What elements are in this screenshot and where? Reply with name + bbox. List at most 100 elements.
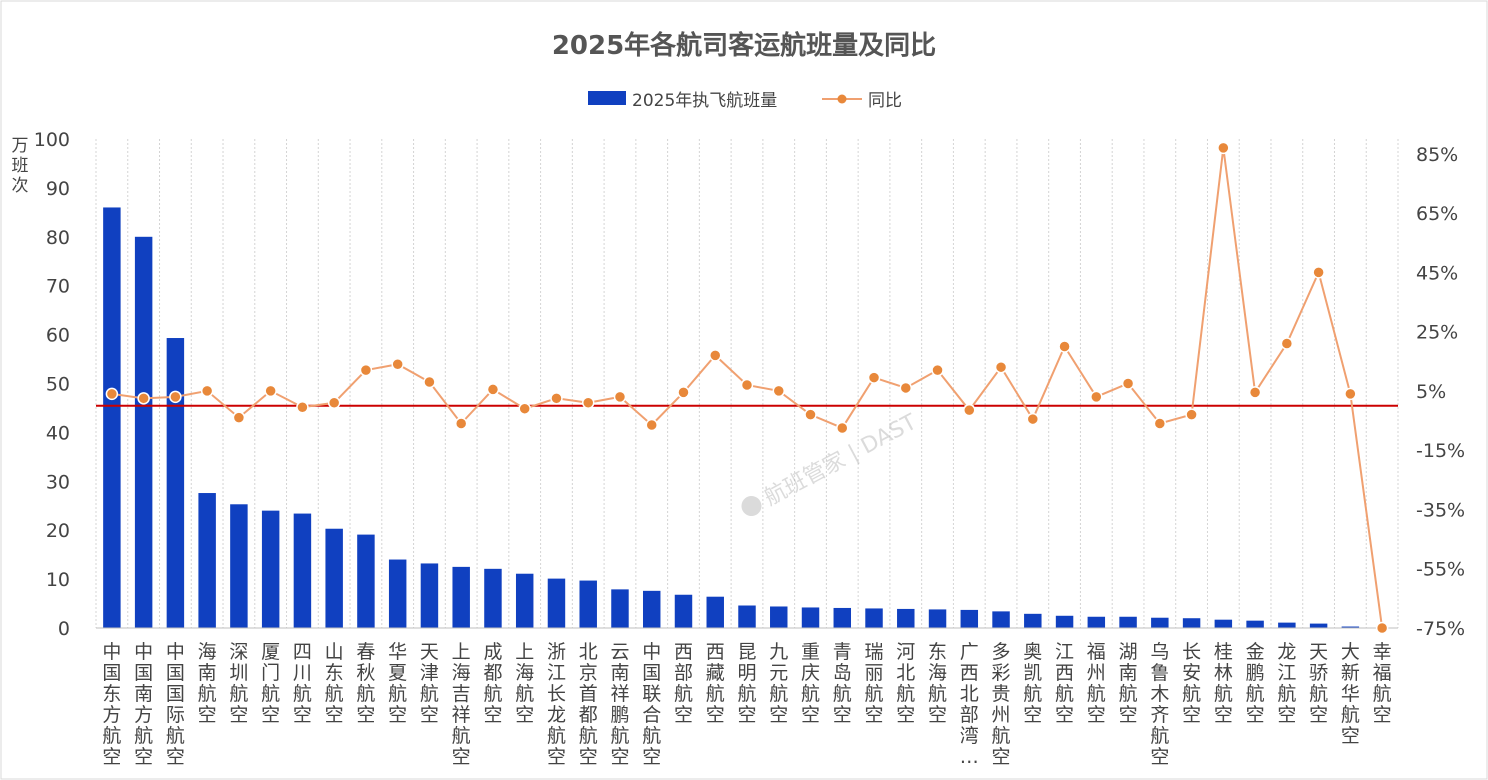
x-tick-label-char: 海 <box>928 662 947 684</box>
x-tick-label-char: 津 <box>420 662 439 684</box>
yoy-marker <box>994 360 1008 374</box>
yoy-marker <box>1121 377 1135 390</box>
x-tick-label-char: 东 <box>325 662 344 684</box>
bar <box>1214 619 1233 628</box>
x-tick-label-char: 江 <box>547 662 566 684</box>
x-tick-label-char: 航 <box>102 725 121 747</box>
x-tick-label-char: 航 <box>1341 704 1360 726</box>
x-tick-label-char: 山 <box>325 641 344 663</box>
x-tick-label-char: 都 <box>579 704 598 726</box>
bar <box>865 608 883 628</box>
x-tick-label-char: 航 <box>166 725 185 747</box>
x-tick-label-char: 空 <box>388 704 407 726</box>
x-tick-label-char: 航 <box>452 725 471 747</box>
x-tick-label: 奥凯航空 <box>1023 641 1042 726</box>
x-tick-label-char: 州 <box>992 704 1011 726</box>
x-tick-label-char: 空 <box>102 746 121 768</box>
yoy-marker <box>486 383 500 396</box>
right-tick-label: -55% <box>1416 559 1465 581</box>
right-axis-ticks: 85% 65% 45% 25% 5% -15% -35% -55% -75% <box>1416 144 1465 640</box>
x-tick-label-char: 国 <box>134 662 153 684</box>
x-tick-label-char: 航 <box>610 725 629 747</box>
yoy-marker <box>1280 337 1294 350</box>
yoy-marker <box>613 390 627 404</box>
right-tick-label: 25% <box>1416 322 1458 344</box>
x-tick-label: 大新华航空 <box>1341 641 1360 747</box>
x-tick-label-char: 南 <box>198 662 217 684</box>
x-tick-label-char: 桂 <box>1214 641 1233 663</box>
x-tick-label-char: 河 <box>896 641 915 663</box>
x-tick-label: 东海航空 <box>928 641 947 726</box>
x-tick-label-char: 空 <box>198 704 217 726</box>
bar <box>452 566 470 628</box>
legend-bar-swatch <box>588 91 626 105</box>
bar <box>1341 626 1360 628</box>
x-tick-label-char: 空 <box>515 704 534 726</box>
x-tick-label: 浙江长龙航空 <box>547 641 566 768</box>
x-tick-label-char: 中 <box>166 641 185 663</box>
x-tick-label-char: 贵 <box>992 683 1011 705</box>
x-tick-label-char: 骄 <box>1309 662 1328 684</box>
x-tick-label-char: 上 <box>452 641 471 663</box>
x-tick-label-char: 厦 <box>261 641 280 663</box>
bar <box>611 589 629 628</box>
yoy-marker <box>1344 387 1357 401</box>
x-tick-label-char: 东 <box>102 683 121 705</box>
yoy-marker <box>740 378 754 392</box>
x-tick-label-char: 航 <box>1246 683 1265 705</box>
x-tick-label: 云南祥鹏航空 <box>610 641 629 768</box>
x-tick-label-char: 航 <box>706 683 725 705</box>
x-tick-label-char: 国 <box>102 662 121 684</box>
x-tick-label-char: 东 <box>928 641 947 663</box>
x-tick-label-char: 华 <box>388 641 407 663</box>
x-tick-label-char: 江 <box>1277 662 1296 684</box>
right-tick-label: 85% <box>1416 144 1458 166</box>
x-tick-label-char: 空 <box>865 704 884 726</box>
x-tick-label-char: 空 <box>166 746 185 768</box>
x-tick-label-char: 祥 <box>610 683 629 705</box>
bar <box>325 528 343 628</box>
x-tick-label-char: 西 <box>960 662 979 684</box>
right-tick-label: -75% <box>1416 618 1465 640</box>
x-tick-label-char: 空 <box>293 704 312 726</box>
x-tick-label-char: 航 <box>1214 683 1233 705</box>
bar <box>1024 613 1042 628</box>
x-tick-label-char: 中 <box>642 641 661 663</box>
yoy-marker <box>1375 621 1389 635</box>
left-tick-label: 40 <box>46 422 70 444</box>
x-tick-label-char: 鲁 <box>1150 662 1169 684</box>
x-tick-label-char: 航 <box>515 683 534 705</box>
x-tick-label-char: 新 <box>1341 662 1360 684</box>
x-tick-label-char: 航 <box>801 683 820 705</box>
x-tick-label-char: 航 <box>261 683 280 705</box>
x-tick-label-char: 航 <box>674 683 693 705</box>
bar <box>1182 618 1201 628</box>
left-axis-label: 万班次 <box>12 136 29 196</box>
x-tick-label-char: 航 <box>769 683 788 705</box>
yoy-marker <box>836 421 849 435</box>
x-tick-label-char: 空 <box>1150 746 1169 768</box>
x-tick-label-char: 昆 <box>737 641 756 663</box>
legend-bar-label: 2025年执飞航班量 <box>632 91 777 111</box>
x-tick-label-char: 空 <box>1182 704 1201 726</box>
yoy-marker <box>137 392 150 405</box>
yoy-marker <box>1248 386 1262 399</box>
x-tick-label-char: 航 <box>1309 683 1328 705</box>
x-tick-label-char: 天 <box>420 641 439 663</box>
x-tick-label-char: 航 <box>229 683 248 705</box>
bar <box>579 580 597 628</box>
x-tick-label-char: 航 <box>1182 683 1201 705</box>
x-tick-label-char: 航 <box>1023 683 1042 705</box>
x-tick-label: 厦门航空 <box>261 641 280 726</box>
x-tick-label-char: 青 <box>833 641 852 663</box>
x-tick-label-char: 空 <box>134 746 153 768</box>
yoy-marker <box>169 390 182 404</box>
left-tick-label: 30 <box>46 471 70 493</box>
bar <box>674 594 693 628</box>
left-axis-label-char: 次 <box>12 176 29 196</box>
x-tick-label-char: 福 <box>1373 662 1392 684</box>
x-tick-label-char: 空 <box>1119 704 1138 726</box>
x-tick-label-char: 福 <box>1087 641 1106 663</box>
